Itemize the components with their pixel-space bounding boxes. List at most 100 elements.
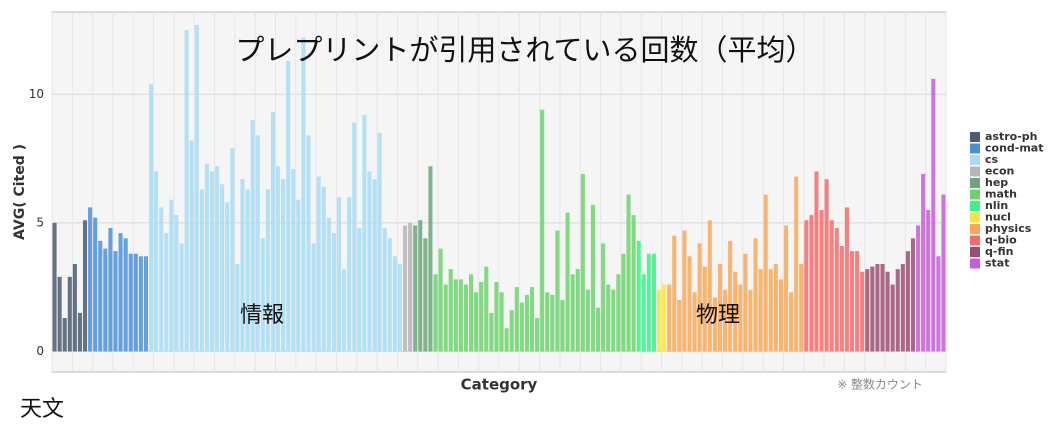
bar [677,300,682,352]
note: ※ 整数カウント [837,377,923,392]
y-tick-label: 5 [36,215,44,229]
bar [860,271,865,352]
bar [265,189,270,352]
bar [458,279,463,352]
bar [357,228,362,352]
bar [738,284,743,352]
bar [829,220,834,352]
bar [885,271,890,352]
bar [529,287,535,352]
legend-label: nucl [985,211,1011,224]
bar [286,60,291,352]
bar [276,166,281,352]
bar [418,220,423,352]
bar [82,220,88,352]
bar [98,240,103,352]
bar [641,274,646,352]
bar [270,112,275,352]
bar [707,220,712,352]
bar [596,307,601,352]
bar [169,199,174,352]
bar [128,253,133,352]
bar [428,166,433,352]
bar [662,284,667,352]
bar [656,289,662,352]
legend-swatch [970,166,980,177]
bar [77,312,82,352]
bar [651,253,656,352]
bar [778,279,783,352]
bar [839,246,844,352]
bar [768,269,773,352]
bar [342,269,347,352]
bar [921,174,926,352]
bar [463,284,469,352]
bar [479,282,484,352]
bar [230,148,235,352]
legend-swatch [970,132,980,142]
legend-swatch [970,143,980,154]
bar [93,217,98,352]
legend-label: econ [985,165,1014,178]
bar [814,171,819,352]
bar [154,171,159,352]
bar [199,189,204,352]
bar [474,292,479,352]
bar [149,84,154,352]
bar [67,276,72,352]
bar [865,269,870,352]
bar [504,328,509,352]
bar [88,207,93,352]
bar [773,264,778,352]
y-tick-label: 10 [29,87,44,101]
bar [220,184,225,352]
bar [397,264,402,352]
bar [306,135,311,352]
bar [870,266,875,352]
bar [728,240,733,352]
bar [535,318,540,352]
bar [611,289,616,352]
bar [326,217,331,352]
legend-label: q-fin [985,245,1013,258]
bar [189,140,194,352]
bar [372,179,377,352]
legend-swatch [970,178,980,188]
bar [631,215,636,352]
bar [687,256,692,352]
bar [916,225,921,352]
bar [900,264,905,352]
bar [413,225,418,352]
bar [789,292,794,352]
bar [880,264,885,352]
bar [875,264,880,352]
bar [387,238,392,352]
bar [250,120,255,352]
bar [646,253,651,352]
legend-label: astro-ph [985,130,1037,143]
annotation: 天文 [20,397,64,422]
legend-label: cs [985,153,999,166]
bar [560,300,565,352]
bar [433,274,438,352]
bar [184,30,189,352]
bar [717,264,722,352]
bar [159,207,164,352]
bar [575,269,580,352]
bar [910,238,916,352]
bar [519,302,524,352]
bar [723,289,728,352]
bar [291,168,296,352]
bar [550,294,555,352]
bar [103,248,108,352]
bar [143,256,149,352]
bar [585,289,590,352]
bar [296,199,301,352]
bar [484,266,489,352]
bar [281,179,286,352]
legend-label: stat [985,257,1010,270]
bar [194,24,199,352]
bar [377,132,382,352]
bar [565,212,570,352]
